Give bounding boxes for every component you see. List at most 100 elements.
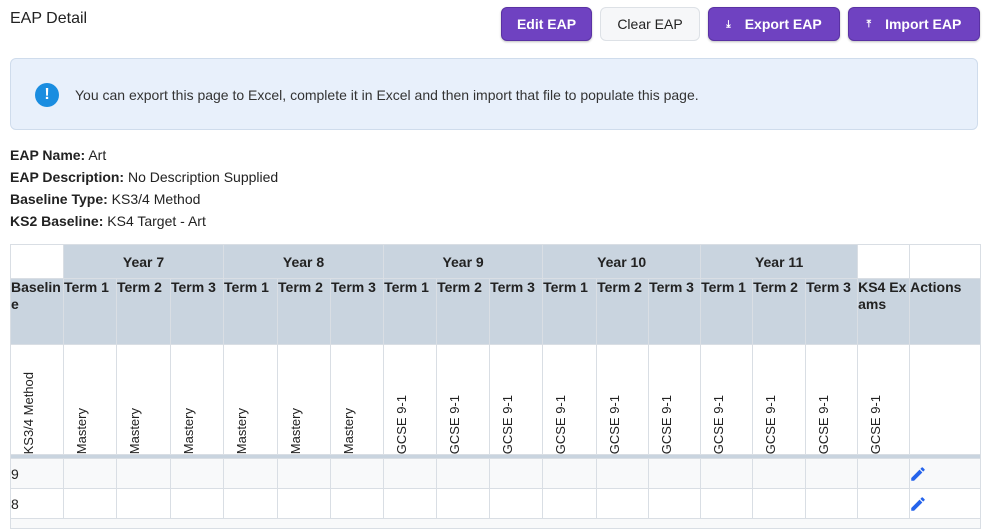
grade-cell[interactable] (383, 488, 438, 519)
export-eap-button[interactable]: ⤓ Export EAP (708, 7, 840, 41)
grade-cell[interactable] (648, 458, 702, 489)
grade-cell[interactable] (169, 458, 225, 489)
baseline-cell: 8 (10, 488, 64, 519)
grade-cell[interactable] (330, 458, 385, 489)
eap-description-label: EAP Description: (10, 169, 125, 185)
method-cell: GCSE 9-1 (805, 344, 859, 455)
table-row: 8 (10, 488, 982, 519)
info-icon: ! (35, 83, 59, 107)
method-label: GCSE 9-1 (763, 394, 779, 454)
column-header: Term 2 (752, 278, 807, 345)
year-header: Year 7 (62, 244, 225, 279)
grade-cell[interactable] (63, 458, 117, 489)
year-header-row: Year 7 Year 8 Year 9 Year 10 Year 11 (10, 244, 982, 279)
column-header: Term 3 (169, 278, 225, 345)
year-blank-cell (10, 244, 64, 279)
edit-eap-button[interactable]: Edit EAP (501, 7, 592, 41)
eap-name-row: EAP Name: Art (10, 147, 106, 163)
column-header: Baseline (10, 278, 64, 345)
grade-cell[interactable] (805, 458, 859, 489)
grade-cell[interactable] (383, 458, 438, 489)
method-cell: Mastery (277, 344, 332, 455)
column-header: Term 3 (489, 278, 544, 345)
pencil-icon[interactable] (909, 465, 927, 483)
method-row: KS3/4 Method Mastery Mastery Mastery Mas… (10, 344, 982, 455)
grade-cell[interactable] (805, 488, 859, 519)
column-header-row: Baseline Term 1 Term 2 Term 3 Term 1 Ter… (10, 278, 982, 345)
export-eap-label: Export EAP (744, 16, 822, 32)
upload-icon: ⤒ (866, 18, 872, 30)
method-cell: Mastery (116, 344, 171, 455)
grade-cell[interactable] (542, 488, 598, 519)
ks2-baseline-label: KS2 Baseline: (10, 213, 104, 229)
grade-cell[interactable] (700, 458, 754, 489)
eap-name-label: EAP Name: (10, 147, 86, 163)
method-label: Mastery (341, 407, 357, 454)
grade-cell[interactable] (436, 458, 491, 489)
baseline-type-label: Baseline Type: (10, 191, 108, 207)
grade-cell[interactable] (648, 488, 702, 519)
grade-cell[interactable] (596, 488, 650, 519)
method-label: KS3/4 Method (21, 371, 36, 454)
grade-cell[interactable] (330, 488, 385, 519)
year-blank-cell (857, 244, 911, 279)
grade-cell[interactable] (857, 458, 911, 489)
method-label: GCSE 9-1 (447, 394, 463, 454)
grade-cell[interactable] (116, 488, 171, 519)
column-header: Term 3 (805, 278, 859, 345)
column-header: Term 2 (596, 278, 650, 345)
pencil-icon[interactable] (909, 495, 927, 513)
eap-table: Year 7 Year 8 Year 9 Year 10 Year 11 Bas… (9, 244, 982, 529)
column-header: Term 2 (116, 278, 171, 345)
method-cell: GCSE 9-1 (489, 344, 544, 455)
method-label: GCSE 9-1 (394, 394, 410, 454)
grade-cell[interactable] (63, 488, 117, 519)
year-header: Year 10 (542, 244, 702, 279)
method-cell: Mastery (223, 344, 279, 455)
info-text: You can export this page to Excel, compl… (75, 87, 699, 103)
grade-cell[interactable] (542, 458, 598, 489)
method-cell: GCSE 9-1 (383, 344, 438, 455)
method-cell: GCSE 9-1 (436, 344, 491, 455)
grade-cell[interactable] (277, 488, 332, 519)
grade-cell[interactable] (223, 458, 279, 489)
method-cell: GCSE 9-1 (857, 344, 911, 455)
method-cell: Mastery (169, 344, 225, 455)
method-cell: Mastery (330, 344, 385, 455)
year-header: Year 9 (383, 244, 544, 279)
grade-cell[interactable] (752, 458, 807, 489)
actions-cell (909, 458, 982, 489)
column-header: Term 1 (383, 278, 438, 345)
method-label: GCSE 9-1 (816, 394, 832, 454)
grade-cell[interactable] (116, 458, 171, 489)
grade-cell[interactable] (489, 458, 544, 489)
method-cell: GCSE 9-1 (752, 344, 807, 455)
grade-cell[interactable] (857, 488, 911, 519)
grade-cell[interactable] (436, 488, 491, 519)
grade-cell[interactable] (223, 488, 279, 519)
year-header: Year 8 (223, 244, 385, 279)
grade-cell[interactable] (596, 458, 650, 489)
method-label: Mastery (181, 407, 196, 454)
grade-cell[interactable] (752, 488, 807, 519)
actions-cell (909, 488, 982, 519)
column-header: Term 1 (63, 278, 117, 345)
eap-description-row: EAP Description: No Description Supplied (10, 169, 278, 185)
method-cell: GCSE 9-1 (648, 344, 702, 455)
edit-eap-label: Edit EAP (516, 16, 577, 32)
download-icon: ⤓ (726, 18, 731, 30)
grade-cell[interactable] (277, 458, 332, 489)
year-header: Year 11 (700, 244, 859, 279)
grade-cell[interactable] (700, 488, 754, 519)
grade-cell[interactable] (489, 488, 544, 519)
column-header: Term 3 (648, 278, 702, 345)
import-eap-button[interactable]: ⤒ Import EAP (848, 7, 980, 41)
grade-cell[interactable] (169, 488, 225, 519)
method-label: GCSE 9-1 (607, 394, 623, 454)
method-cell: GCSE 9-1 (700, 344, 754, 455)
method-label: GCSE 9-1 (553, 394, 569, 454)
method-label: Mastery (127, 407, 142, 454)
method-cell: Mastery (63, 344, 117, 455)
column-header: Term 1 (700, 278, 754, 345)
clear-eap-button[interactable]: Clear EAP (600, 7, 700, 41)
